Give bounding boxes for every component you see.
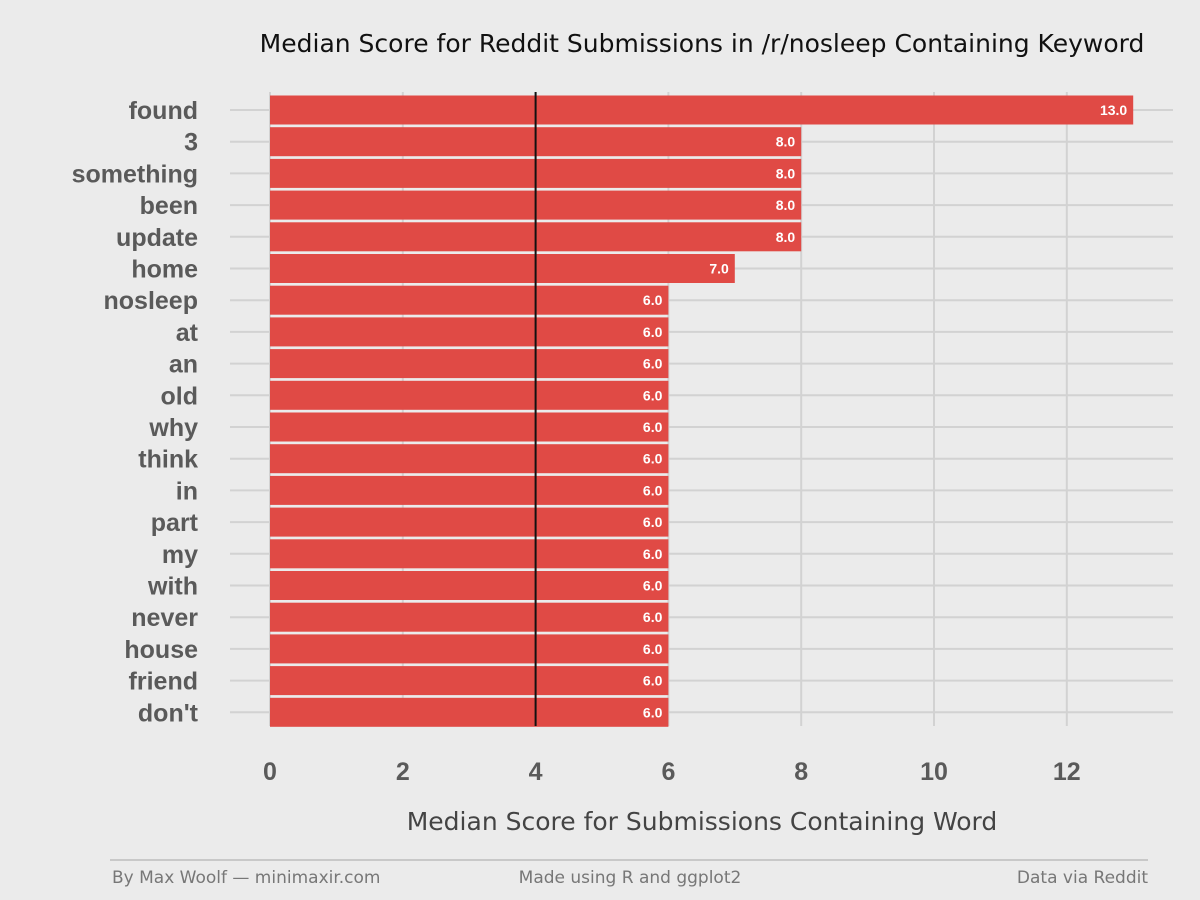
category-label: at	[176, 319, 199, 347]
category-label: found	[129, 97, 198, 125]
bar	[270, 666, 669, 696]
data-label: 8.0	[776, 165, 796, 181]
data-label: 6.0	[643, 514, 663, 530]
bar	[270, 317, 669, 347]
data-label: 6.0	[643, 578, 663, 594]
x-tick-label: 2	[396, 758, 410, 786]
bar	[270, 349, 669, 379]
data-label: 6.0	[643, 609, 663, 625]
category-label: update	[116, 224, 198, 252]
category-label: think	[138, 446, 198, 474]
data-label: 6.0	[643, 641, 663, 657]
data-label: 8.0	[776, 229, 796, 245]
bar	[270, 412, 669, 442]
bar	[270, 571, 669, 600]
footer-author: By Max Woolf — minimaxir.com	[112, 868, 381, 888]
x-tick-label: 12	[1053, 758, 1081, 786]
data-label: 6.0	[643, 292, 663, 308]
category-label: 3	[184, 129, 198, 157]
category-label: never	[131, 604, 198, 632]
category-label: old	[161, 382, 199, 410]
category-labels: found 3 something been update home nosleep at an…	[72, 97, 199, 727]
data-label: 8.0	[776, 134, 796, 150]
bar	[270, 634, 669, 664]
category-label: my	[162, 541, 198, 569]
data-label: 6.0	[643, 673, 663, 689]
category-label: don't	[138, 699, 199, 727]
category-label: friend	[129, 668, 198, 696]
x-tick-label: 4	[529, 758, 543, 786]
data-label: 6.0	[643, 324, 663, 340]
bar	[270, 444, 669, 474]
category-label: an	[169, 351, 198, 379]
bar	[270, 285, 669, 315]
category-label: house	[124, 636, 198, 664]
bar	[270, 380, 669, 410]
data-label: 6.0	[643, 482, 663, 498]
x-tick-label: 6	[661, 758, 675, 786]
x-tick-label: 0	[263, 758, 277, 786]
data-label: 7.0	[709, 261, 729, 277]
data-label: 6.0	[643, 451, 663, 467]
data-label: 6.0	[643, 356, 663, 372]
footer-tool: Made using R and ggplot2	[519, 868, 742, 888]
bar	[270, 602, 669, 632]
category-label: part	[151, 509, 199, 537]
category-label: why	[148, 414, 198, 442]
x-tick-label: 10	[920, 758, 948, 786]
footer-source: Data via Reddit	[1017, 868, 1148, 888]
chart-title: Median Score for Reddit Submissions in /…	[260, 29, 1145, 58]
bar	[270, 539, 669, 569]
data-label: 6.0	[643, 546, 663, 562]
bar	[270, 507, 669, 537]
bar	[270, 254, 735, 283]
data-label: 13.0	[1100, 102, 1127, 118]
bar	[270, 95, 1134, 125]
category-label: been	[140, 192, 198, 220]
category-label: in	[176, 477, 198, 505]
bar	[270, 697, 669, 727]
data-label: 6.0	[643, 419, 663, 435]
x-tick-label: 8	[794, 758, 808, 786]
data-label: 6.0	[643, 387, 663, 403]
x-axis-label: Median Score for Submissions Containing …	[407, 807, 998, 836]
x-tick-labels: 0 2 4 6 8 10 12	[263, 758, 1081, 786]
category-label: nosleep	[104, 287, 198, 315]
bar	[270, 475, 669, 505]
category-label: with	[147, 573, 198, 601]
category-label: something	[72, 160, 198, 188]
data-label: 8.0	[776, 197, 796, 213]
data-label: 6.0	[643, 704, 663, 720]
category-label: home	[131, 256, 198, 284]
